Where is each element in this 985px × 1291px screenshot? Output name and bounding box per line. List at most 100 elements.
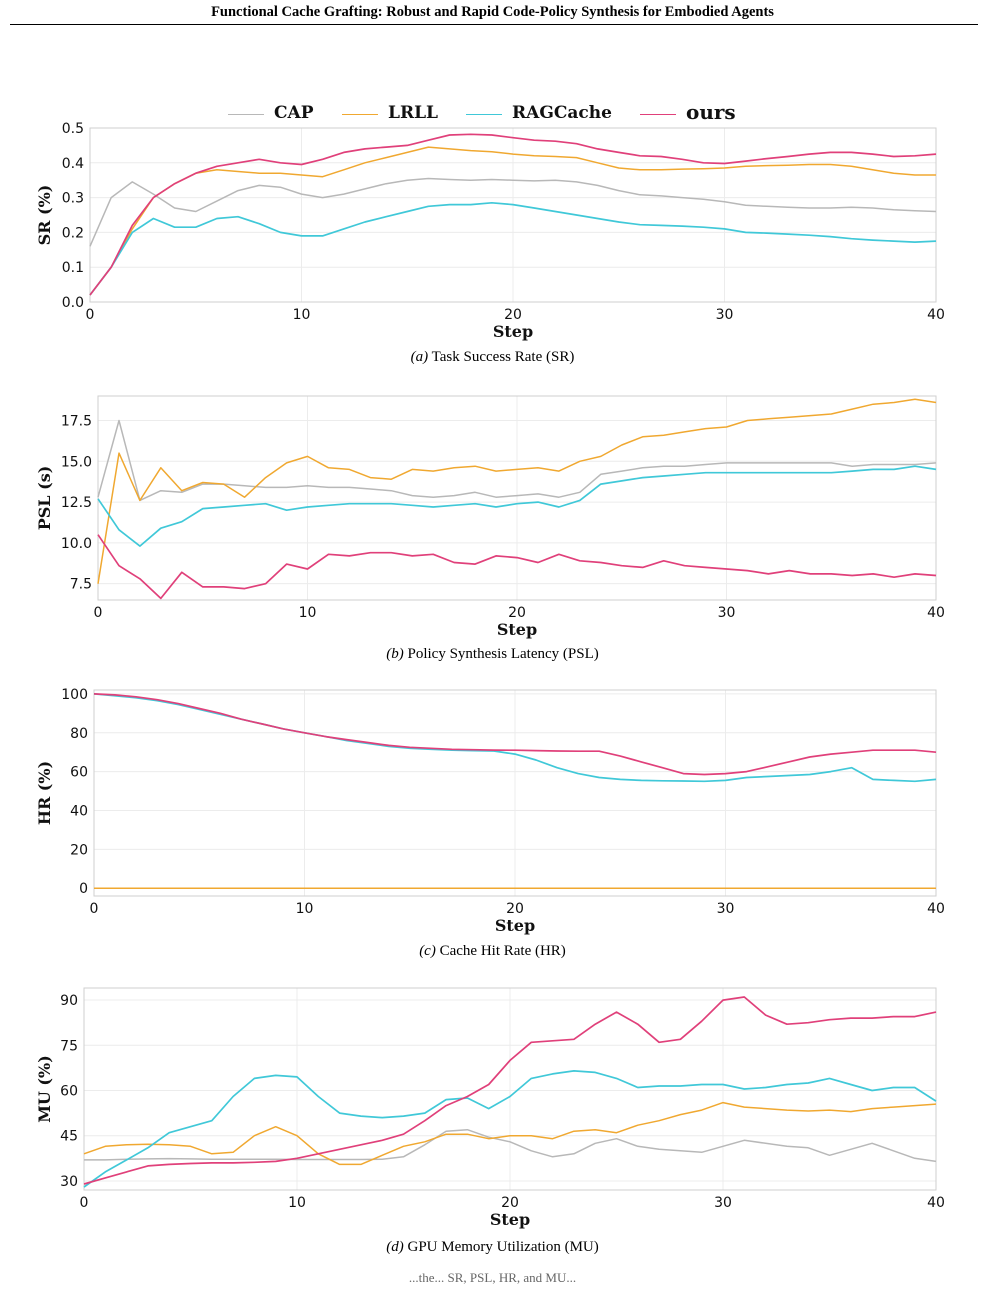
x-tick-label: 10 [288,1195,306,1211]
caption-text: Policy Synthesis Latency (PSL) [407,646,599,662]
x-tick-label: 10 [293,307,311,323]
series-line-ragcache [83,1070,937,1188]
y-axis-label: HR (%) [35,761,54,825]
x-tick-label: 10 [296,901,314,917]
x-tick-label: 40 [927,605,945,621]
series-line-lrll [89,146,936,296]
x-tick-label: 20 [506,901,524,917]
caption-tag: (b) [386,646,404,662]
x-tick-label: 20 [504,307,522,323]
x-axis-label: Step [495,916,535,935]
x-axis-label: Step [497,620,537,639]
caption-task-success-rate: (a) Task Success Rate (SR) [0,349,985,366]
y-tick-label: 0.4 [62,156,84,172]
y-axis-label: SR (%) [35,185,54,246]
y-tick-label: 0.2 [62,225,84,241]
series-line-ours [89,133,937,296]
x-tick-label: 40 [927,901,945,917]
series-line-ragcache [89,201,937,296]
legend: CAP LRLL RAGCache ours [0,100,985,130]
y-tick-label: 0.1 [62,260,84,276]
y-tick-label: 40 [70,803,88,819]
header-rule [10,24,978,25]
plot-frame [89,127,937,303]
plot-svg: 0 10 20 30 40 7.5 10.0 12.5 15.0 17.5 Step PSL (s) [35,395,945,639]
legend-swatch-ragcache [466,114,502,115]
caption-tag: (a) [410,349,429,365]
y-tick-label: 17.5 [61,413,92,429]
series-line-lrll [97,398,937,584]
x-tick-label: 30 [714,1195,732,1211]
caption-gpu-memory-utilization: (d) GPU Memory Utilization (MU) [0,1239,985,1256]
series-line-cap [89,177,937,247]
y-tick-label: 60 [70,765,88,781]
y-tick-label: 80 [70,726,88,742]
legend-swatch-ours [640,114,676,115]
x-tick-label: 10 [299,605,317,621]
plot-frame [97,395,937,601]
chart-gpu-memory-utilization: 0 10 20 30 40 30 45 60 75 90 Step MU (%) [0,980,985,1240]
x-tick-label: 20 [508,605,526,621]
y-tick-label: 15.0 [61,454,92,470]
x-tick-label: 30 [717,901,735,917]
x-tick-label: 20 [501,1195,519,1211]
x-tick-label: 30 [718,605,736,621]
y-tick-label: 100 [61,687,88,703]
series-line-lrll [83,1101,937,1166]
plot-frame [93,689,937,897]
y-tick-label: 0.3 [62,191,84,207]
series-line-cap [84,1128,937,1163]
legend-swatch-cap [228,114,264,115]
chart-task-success-rate: 0 10 20 30 40 0.0 0.1 0.2 0.3 0.4 0.5 Step SR (%) [0,120,985,350]
x-axis-label: Step [490,1210,530,1229]
caption-text: Cache Hit Rate (HR) [439,943,566,959]
x-tick-label: 40 [927,1195,945,1211]
series-line-cap [97,419,937,502]
legend-label-ragcache: RAGCache [512,103,612,123]
y-tick-label: 7.5 [70,577,92,593]
y-tick-label: 12.5 [61,495,92,511]
y-tick-label: 20 [70,842,88,858]
chart-cache-hit-rate: 0 10 20 30 40 0 20 40 60 80 100 Step HR (%) [0,684,985,946]
page-header: Functional Cache Grafting: Robust and Ra… [0,0,985,30]
plot-svg: 0 10 20 30 40 0 20 40 60 80 100 Step HR (%) [35,687,945,935]
y-tick-label: 45 [60,1129,78,1145]
y-tick-label: 0.5 [62,121,84,137]
x-tick-label: 0 [86,307,95,323]
caption-cache-hit-rate: (c) Cache Hit Rate (HR) [0,943,985,960]
paper-running-title: Functional Cache Grafting: Robust and Ra… [211,4,774,20]
series-line-ours [83,996,937,1185]
y-tick-label: 30 [60,1174,78,1190]
y-tick-label: 75 [60,1038,78,1054]
y-tick-label: 60 [60,1084,78,1100]
series-line-ragcache [97,465,937,547]
caption-tag: (d) [386,1239,404,1255]
y-tick-label: 0 [79,881,88,897]
chart-policy-synthesis-latency: 0 10 20 30 40 7.5 10.0 12.5 15.0 17.5 Step PSL (s) [0,388,985,648]
caption-policy-synthesis-latency: (b) Policy Synthesis Latency (PSL) [0,646,985,663]
legend-label-ours: ours [686,100,736,124]
legend-swatch-lrll [342,114,378,115]
y-tick-label: 0.0 [62,295,84,311]
figure-caption-fragment: ...the... SR, PSL, HR, and MU... [408,1270,577,1285]
y-axis-label: MU (%) [35,1055,54,1123]
x-tick-label: 0 [94,605,103,621]
caption-tag: (c) [419,943,436,959]
x-tick-label: 30 [716,307,734,323]
plot-frame [83,987,937,1191]
caption-text: GPU Memory Utilization (MU) [407,1239,599,1255]
x-tick-label: 0 [90,901,99,917]
y-tick-label: 90 [60,993,78,1009]
legend-label-cap: CAP [274,103,314,123]
plot-svg: 0 10 20 30 40 0.0 0.1 0.2 0.3 0.4 0.5 Step SR (%) [35,121,945,341]
caption-text: Task Success Rate (SR) [431,349,575,365]
x-axis-label: Step [493,322,533,341]
y-tick-label: 10.0 [61,536,92,552]
y-axis-label: PSL (s) [35,466,54,531]
series-line-ours [97,534,937,600]
series-line-ours [93,693,937,776]
legend-label-lrll: LRLL [388,103,438,123]
x-tick-label: 0 [80,1195,89,1211]
x-tick-label: 40 [927,307,945,323]
plot-svg: 0 10 20 30 40 30 45 60 75 90 Step MU (%) [35,987,945,1229]
